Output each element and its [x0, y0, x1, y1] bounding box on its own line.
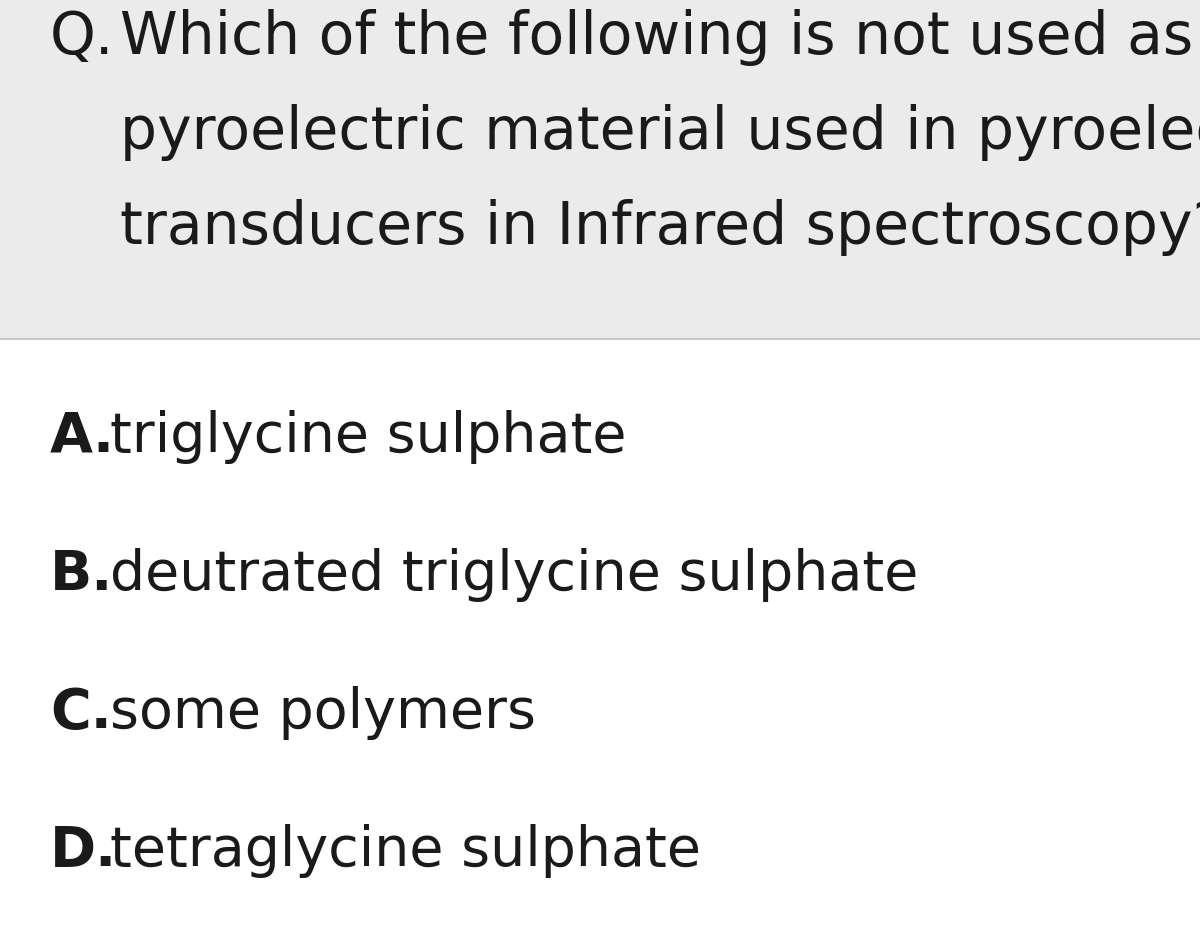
Text: some polymers: some polymers [110, 685, 536, 740]
Text: deutrated triglycine sulphate: deutrated triglycine sulphate [110, 548, 918, 601]
Text: C.: C. [50, 685, 112, 740]
Text: pyroelectric material used in pyroelectric: pyroelectric material used in pyroelectr… [120, 104, 1200, 161]
Text: A.: A. [50, 409, 115, 463]
Text: Q.: Q. [50, 9, 114, 66]
Text: B.: B. [50, 548, 113, 601]
Text: D.: D. [50, 823, 118, 877]
FancyBboxPatch shape [0, 0, 1200, 340]
Text: Which of the following is not used as: Which of the following is not used as [120, 9, 1193, 66]
Text: transducers in Infrared spectroscopy?: transducers in Infrared spectroscopy? [120, 199, 1200, 256]
Text: tetraglycine sulphate: tetraglycine sulphate [110, 823, 701, 877]
Text: triglycine sulphate: triglycine sulphate [110, 409, 626, 463]
